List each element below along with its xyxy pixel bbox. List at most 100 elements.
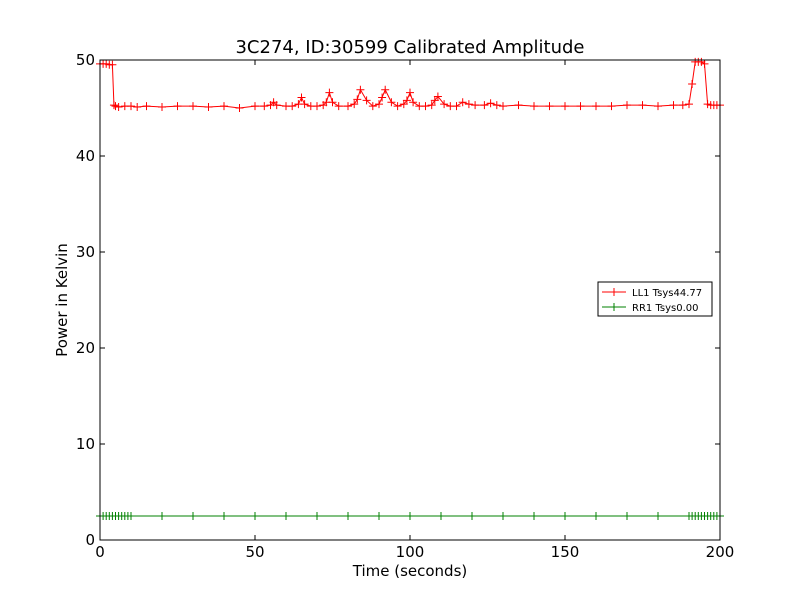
x-tick-label: 150	[551, 543, 580, 561]
data-point	[623, 101, 631, 110]
data-point	[638, 101, 647, 110]
data-point	[313, 102, 321, 111]
data-point	[406, 512, 414, 520]
data-point	[471, 101, 480, 110]
x-tick-label: 200	[706, 543, 735, 561]
legend: LL1 Tsys44.77 RR1 Tsys0.00	[597, 281, 713, 317]
data-point	[282, 512, 290, 520]
data-point	[492, 101, 501, 110]
data-point	[678, 101, 687, 110]
data-point	[499, 512, 507, 520]
chart-title: 3C274, ID:30599 Calibrated Amplitude	[235, 37, 584, 58]
data-point	[204, 103, 213, 112]
data-point	[158, 103, 166, 112]
data-point	[409, 98, 418, 107]
data-point	[353, 95, 362, 104]
data-point	[189, 102, 197, 111]
data-point	[561, 102, 569, 111]
data-point	[108, 60, 117, 69]
data-point	[654, 512, 662, 520]
y-tick-label: 0	[85, 531, 95, 549]
data-point	[297, 93, 306, 102]
data-point	[464, 100, 473, 109]
x-tick-label: 0	[95, 543, 105, 561]
data-point	[685, 100, 693, 109]
data-point	[700, 59, 709, 68]
legend-box	[597, 281, 713, 317]
y-tick-label: 10	[76, 435, 95, 453]
data-point	[189, 512, 197, 520]
data-point	[669, 101, 678, 110]
data-point	[127, 512, 135, 520]
data-point	[688, 80, 697, 88]
data-point	[142, 102, 151, 111]
data-point	[173, 102, 182, 111]
data-point	[325, 88, 334, 97]
data-point	[561, 512, 569, 520]
data-point	[133, 103, 142, 112]
data-point	[468, 512, 476, 520]
data-point	[427, 101, 436, 110]
data-point	[114, 103, 123, 112]
data-point	[378, 93, 387, 102]
plot-area	[96, 57, 724, 520]
x-tick-label: 100	[396, 543, 425, 561]
data-point	[545, 102, 554, 111]
y-tick-label: 40	[76, 147, 95, 165]
data-point	[421, 102, 430, 111]
data-point	[393, 102, 402, 111]
data-point	[623, 512, 631, 520]
data-point	[530, 512, 538, 520]
data-point	[607, 102, 616, 111]
legend-marker	[610, 288, 618, 296]
data-point	[313, 512, 321, 520]
data-point	[328, 98, 337, 107]
y-axis-label: Power in Kelvin	[53, 243, 71, 357]
data-point	[375, 512, 383, 520]
data-point	[350, 100, 359, 109]
data-point	[486, 99, 495, 108]
data-point	[530, 102, 538, 111]
data-point	[458, 98, 467, 107]
data-point	[381, 85, 390, 94]
data-point	[592, 512, 600, 520]
legend-marker	[610, 303, 618, 311]
data-point	[654, 102, 662, 111]
legend-label: RR1 Tsys0.00	[632, 303, 699, 314]
data-point	[480, 101, 489, 110]
y-tick-label: 20	[76, 339, 95, 357]
y-tick-label: 30	[76, 243, 95, 261]
data-point	[433, 92, 442, 101]
axis-ticks: 0 50 100 150 200 0 10 20 30 40 50	[76, 51, 734, 561]
data-point	[375, 100, 383, 109]
data-point	[452, 102, 461, 111]
data-point	[260, 102, 269, 111]
data-point	[440, 100, 449, 109]
data-point	[251, 102, 259, 111]
data-point	[499, 102, 507, 111]
data-point	[592, 102, 600, 111]
y-tick-label: 50	[76, 51, 95, 69]
legend-label: LL1 Tsys44.77	[632, 288, 702, 299]
data-point	[272, 101, 281, 110]
data-point	[158, 512, 166, 520]
x-axis-label: Time (seconds)	[352, 562, 468, 580]
data-point	[356, 85, 365, 94]
data-point	[344, 512, 352, 520]
data-point	[406, 88, 414, 97]
data-point	[437, 512, 445, 520]
data-point	[576, 102, 585, 111]
data-point	[127, 102, 135, 111]
data-point	[300, 100, 309, 109]
data-point	[368, 102, 377, 111]
series-line-1	[100, 61, 720, 109]
data-point	[220, 512, 228, 520]
data-point	[109, 101, 118, 110]
data-point	[220, 102, 228, 111]
data-point	[514, 101, 523, 110]
data-point	[387, 98, 396, 107]
data-point	[288, 102, 297, 111]
x-tick-label: 50	[245, 543, 264, 561]
data-point	[334, 102, 343, 111]
data-point	[235, 104, 244, 112]
